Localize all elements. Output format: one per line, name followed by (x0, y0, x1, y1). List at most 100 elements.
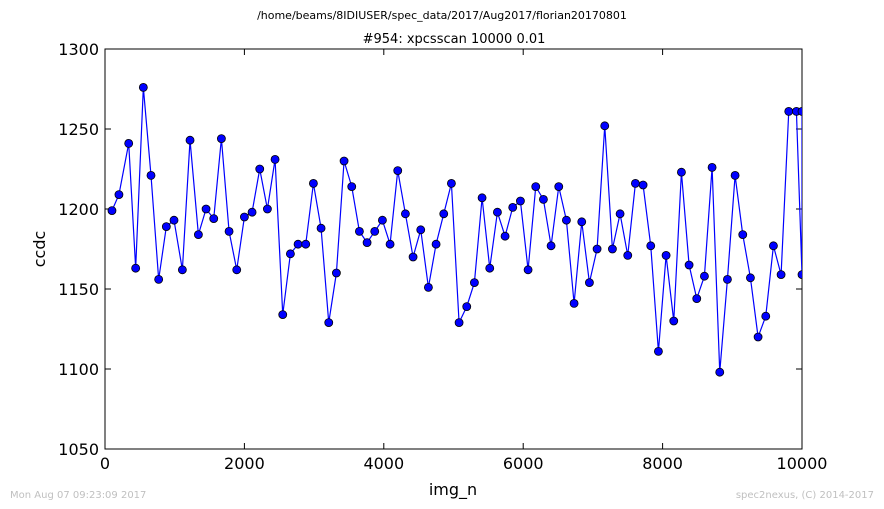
y-tick-label: 1150 (58, 280, 99, 299)
data-point (715, 367, 725, 377)
data-point (523, 265, 533, 275)
data-point (278, 310, 288, 320)
data-point (239, 212, 249, 222)
data-point (684, 260, 694, 270)
data-point (161, 222, 171, 232)
data-point (216, 134, 226, 144)
data-point (562, 215, 571, 225)
data-point (107, 206, 117, 216)
data-point (286, 249, 295, 259)
data-point (654, 346, 663, 356)
y-tick-label: 1300 (58, 40, 99, 59)
data-point (309, 178, 318, 188)
data-point (623, 250, 633, 260)
data-point (293, 239, 303, 249)
data-point (546, 241, 556, 251)
data-point (638, 180, 648, 190)
data-point (185, 135, 195, 145)
x-tick-label: 10000 (777, 454, 828, 473)
x-tick-label: 2000 (224, 454, 265, 473)
data-point (209, 214, 219, 224)
data-point (608, 244, 617, 254)
data-point (761, 311, 771, 321)
data-point (569, 298, 579, 308)
data-point (131, 263, 141, 273)
data-point (201, 204, 211, 214)
data-point (692, 294, 702, 304)
data-point (355, 226, 364, 236)
data-point (347, 182, 357, 192)
data-point (424, 282, 433, 292)
data-point (332, 268, 341, 278)
axis-tick-labels: 0 2000 4000 6000 8000 10000 1050 1100 1150 1200 12… (58, 40, 827, 473)
data-point (539, 194, 548, 204)
data-point (138, 83, 148, 92)
data-point (385, 239, 395, 249)
data-point (431, 239, 441, 249)
series-group (107, 83, 802, 377)
chart-title: #954: xpcsscan 10000 0.01 (363, 32, 546, 47)
data-point (169, 215, 179, 225)
data-point (270, 154, 280, 164)
data-point (631, 178, 640, 188)
data-point (462, 302, 472, 312)
data-point (646, 241, 656, 251)
data-point (339, 156, 349, 166)
data-point (669, 316, 679, 326)
data-point (769, 241, 778, 251)
x-tick-label: 0 (100, 454, 110, 473)
x-axis-label: img_n (429, 480, 477, 500)
data-point (746, 273, 755, 283)
data-point (316, 223, 326, 233)
y-tick-label: 1250 (58, 120, 99, 139)
data-point (516, 196, 525, 206)
y-tick-label: 1100 (58, 360, 99, 379)
x-tick-label: 4000 (363, 454, 404, 473)
data-point (730, 170, 740, 180)
x-tick-label: 8000 (642, 454, 683, 473)
suptitle: /home/beams/8IDIUSER/spec_data/2017/Aug2… (257, 9, 627, 22)
y-tick-label: 1050 (58, 440, 99, 459)
data-point (124, 138, 134, 148)
series-line (111, 87, 802, 373)
data-point (324, 318, 334, 328)
data-point (776, 270, 786, 280)
data-point (401, 209, 410, 219)
data-point (247, 207, 257, 217)
data-point (784, 107, 794, 116)
data-point (677, 167, 686, 177)
data-point (416, 225, 426, 235)
data-point (577, 217, 587, 227)
x-tick-label: 6000 (503, 454, 544, 473)
data-point (470, 278, 479, 288)
data-point (485, 263, 495, 273)
data-point (615, 209, 625, 219)
footer-timestamp: Mon Aug 07 09:23:09 2017 (10, 490, 146, 501)
data-point (531, 182, 541, 192)
data-point (263, 204, 272, 214)
data-point (592, 244, 602, 254)
data-point (370, 226, 380, 236)
data-point (255, 164, 265, 174)
data-point (508, 202, 518, 212)
data-point (154, 274, 164, 284)
data-point (447, 178, 456, 188)
data-point (177, 265, 187, 275)
data-point (378, 215, 387, 225)
data-point (797, 270, 802, 279)
data-point (797, 107, 802, 116)
data-point (224, 226, 234, 236)
data-point (439, 209, 449, 219)
data-point (493, 207, 502, 217)
data-point (362, 238, 372, 248)
data-point (753, 332, 763, 342)
y-tick-label: 1200 (58, 200, 99, 219)
plot-area: 0 2000 4000 6000 8000 10000 1050 1100 1150 1200 12… (58, 40, 827, 473)
data-point (232, 265, 242, 275)
data-point (500, 231, 510, 241)
data-point (477, 193, 487, 203)
data-point (114, 190, 124, 200)
data-point (723, 274, 732, 284)
plot-frame (104, 48, 803, 450)
